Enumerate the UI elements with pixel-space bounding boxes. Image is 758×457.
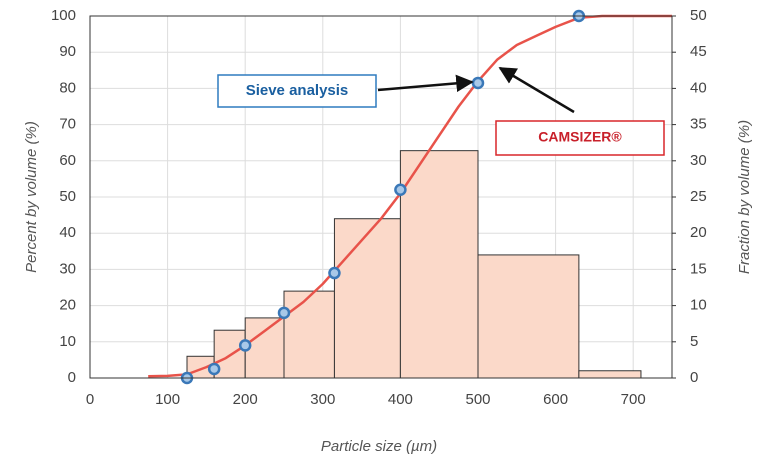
cumulative-curve xyxy=(148,14,672,378)
y-tick-label: 100 xyxy=(51,7,76,24)
sieve-point xyxy=(394,183,407,197)
sieve-point xyxy=(207,362,221,376)
y-tick-label: 80 xyxy=(59,79,76,96)
y-axis-label: Percent by volume (%) xyxy=(23,121,40,273)
x-axis-label: Particle size (µm) xyxy=(321,438,437,455)
y2-tick-label: 20 xyxy=(690,224,707,241)
y-tick-label: 60 xyxy=(59,152,76,169)
sieve-point xyxy=(277,306,291,320)
y-tick-label: 50 xyxy=(59,188,76,205)
histogram-bar xyxy=(477,254,580,379)
x-tick-label: 700 xyxy=(621,391,646,408)
x-tick-label: 200 xyxy=(233,391,258,408)
y2-tick-label: 0 xyxy=(690,369,698,386)
y-tick-label: 0 xyxy=(68,369,76,386)
y2-tick-label: 15 xyxy=(690,260,707,277)
x-tick-label: 500 xyxy=(465,391,490,408)
y2-tick-label: 10 xyxy=(690,297,707,314)
y-tick-label: 10 xyxy=(59,333,76,350)
y2-tick-label: 40 xyxy=(690,79,707,96)
sieve-point xyxy=(471,76,485,90)
histogram-bar xyxy=(333,218,401,379)
arrow xyxy=(377,74,474,93)
y-tick-label: 70 xyxy=(59,116,76,133)
sieve-point xyxy=(328,266,341,280)
y2-axis-label: Fraction by volume (%) xyxy=(736,120,753,274)
marks xyxy=(148,9,672,385)
x-tick-label: 400 xyxy=(388,391,413,408)
y2-tick-label: 5 xyxy=(690,333,698,350)
y-tick-label: 90 xyxy=(59,43,76,60)
y2-tick-label: 25 xyxy=(690,188,707,205)
y-tick-label: 30 xyxy=(59,260,76,277)
annotation-box xyxy=(495,120,665,156)
histogram-bar xyxy=(578,370,642,379)
annotation: Sieve analysis xyxy=(246,82,349,99)
annotation: CAMSIZER® xyxy=(538,129,622,145)
histogram-bar xyxy=(244,317,285,379)
x-tick-label: 600 xyxy=(543,391,568,408)
y2-tick-label: 50 xyxy=(690,7,707,24)
sieve-point xyxy=(238,339,252,352)
x-tick-label: 0 xyxy=(86,391,94,408)
y2-tick-label: 30 xyxy=(690,152,707,169)
y2-tick-label: 45 xyxy=(690,43,707,60)
y2-tick-label: 35 xyxy=(690,116,707,133)
y-tick-label: 40 xyxy=(59,224,76,241)
histogram-bar xyxy=(283,290,335,379)
x-tick-label: 100 xyxy=(155,391,180,408)
histogram-bar xyxy=(399,150,479,379)
annotation-box xyxy=(217,74,377,108)
x-tick-label: 300 xyxy=(310,391,335,408)
arrow xyxy=(498,66,575,114)
y-tick-label: 20 xyxy=(59,297,76,314)
